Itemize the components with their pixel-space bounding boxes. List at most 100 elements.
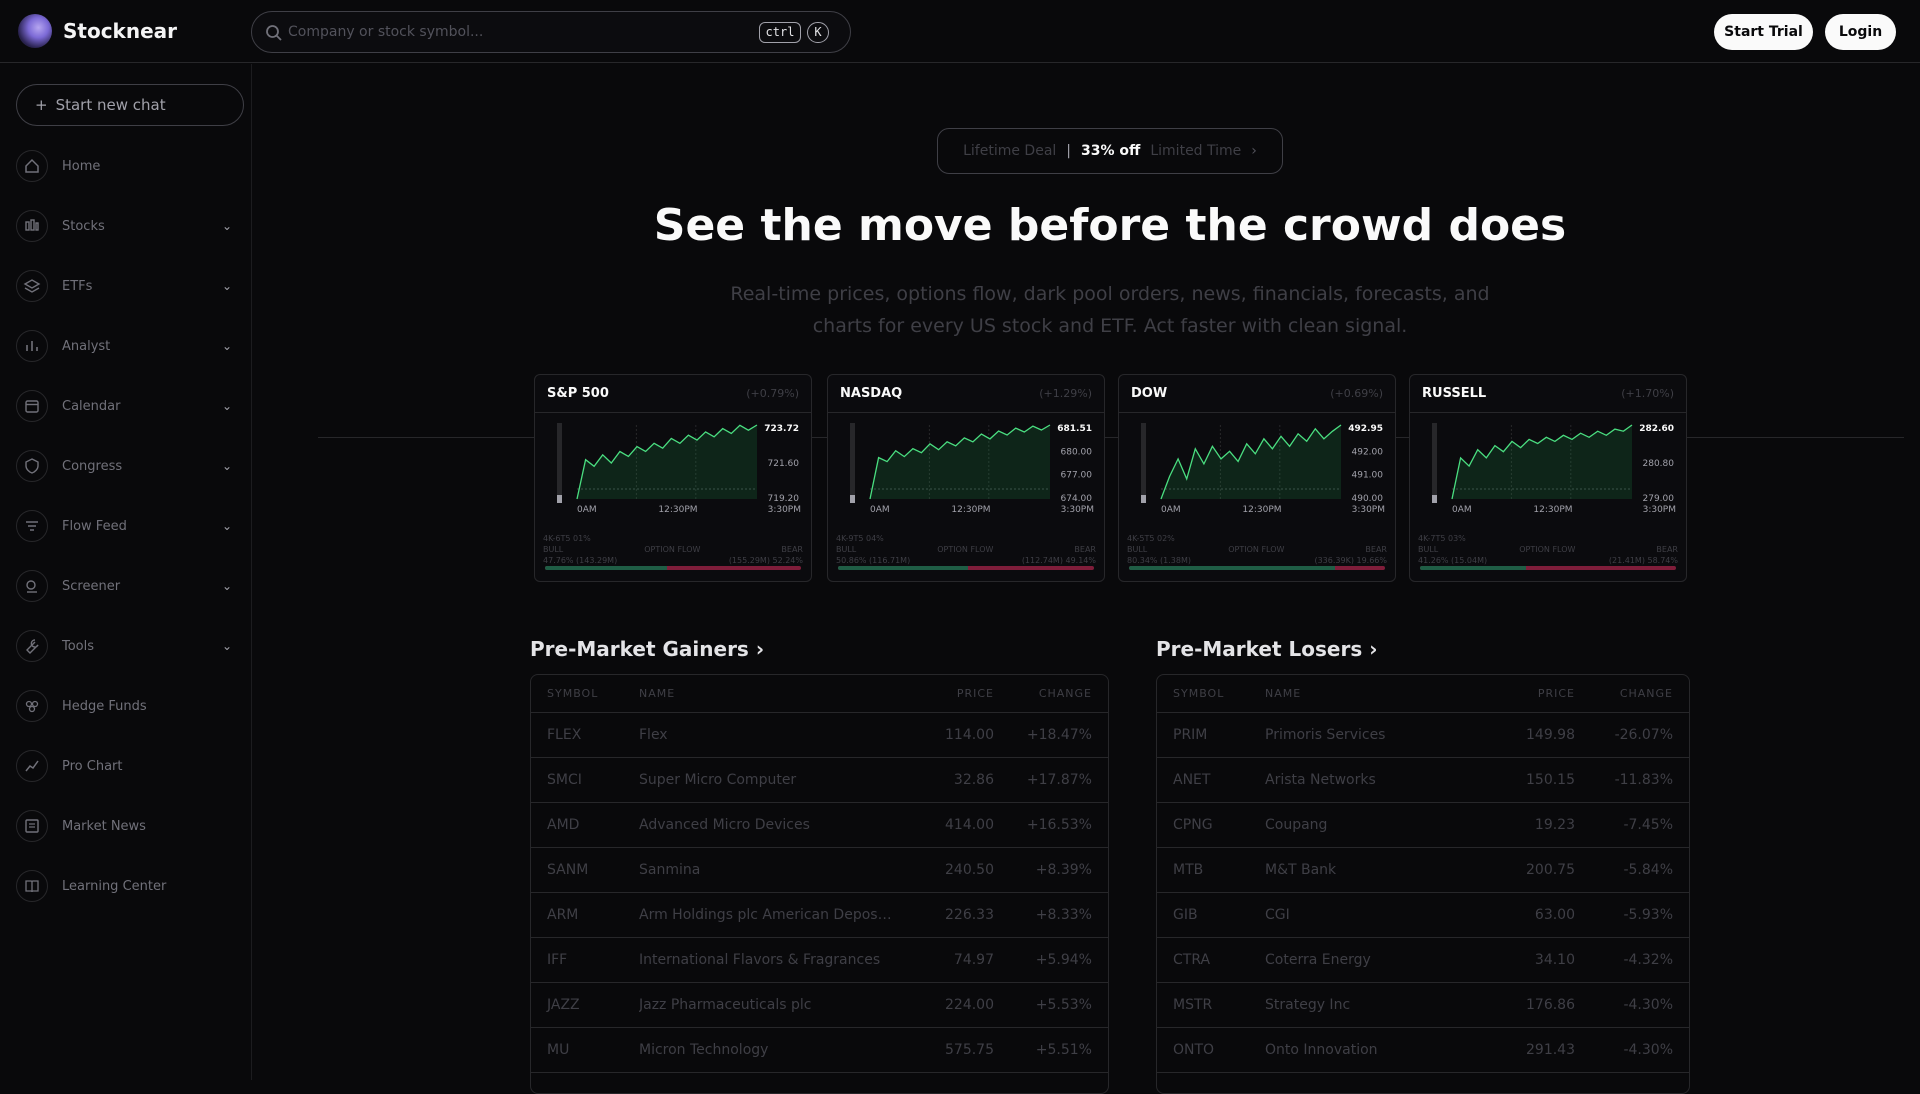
table-row[interactable]: IFF International Flavors & Fragrances 74.… [531, 938, 1108, 983]
table-row[interactable]: ARM Arm Holdings plc American Depositary … [531, 893, 1108, 938]
table-row[interactable]: MTB M&T Bank 200.75 -5.84% [1157, 848, 1689, 893]
sidebar-item-etfs[interactable]: ETFs ⌄ [16, 266, 238, 306]
sidebar-item-stocks[interactable]: Stocks ⌄ [16, 206, 238, 246]
sidebar-item-screener[interactable]: Screener ⌄ [16, 566, 238, 606]
chevron-down-icon[interactable]: ⌄ [221, 339, 232, 353]
y-tick-label: 492.95 [1348, 424, 1383, 434]
bull-label: BULL [543, 545, 564, 554]
col-price[interactable]: PRICE [956, 687, 994, 700]
start-new-chat-button[interactable]: + Start new chat [16, 84, 244, 126]
col-symbol[interactable]: SYMBOL [1173, 687, 1225, 700]
sidebar-item-learning-center[interactable]: Learning Center [16, 866, 238, 906]
table-row[interactable]: CTRA Coterra Energy 34.10 -4.32% [1157, 938, 1689, 983]
table-row[interactable]: MSTR Strategy Inc 176.86 -4.30% [1157, 983, 1689, 1028]
symbol-cell[interactable]: ARM [547, 907, 579, 923]
symbol-cell[interactable]: GIB [1173, 907, 1198, 923]
table-row[interactable]: SMCI Super Micro Computer 32.86 +17.87% [531, 758, 1108, 803]
x-tick-label: 12:30PM [658, 505, 697, 515]
index-card-dow[interactable]: DOW (+0.69%) 492.95 492.00 491.00 490.00 0AM 12… [1118, 374, 1396, 582]
symbol-cell[interactable]: ONTO [1173, 1042, 1215, 1058]
index-name: S&P 500 [547, 386, 609, 401]
col-change[interactable]: CHANGE [1619, 687, 1673, 700]
gainers-title[interactable]: Pre-Market Gainers › [530, 637, 764, 661]
index-card-russell[interactable]: RUSSELL (+1.70%) 282.60 280.80 279.00 0AM 12:3… [1409, 374, 1687, 582]
index-card-s-p-500[interactable]: S&P 500 (+0.79%) 723.72 721.60 719.20 0AM 12:3… [534, 374, 812, 582]
symbol-cell[interactable]: CPNG [1173, 817, 1213, 833]
bear-value: (21.41M) 58.74% [1608, 556, 1678, 565]
table-row[interactable]: GIB CGI 63.00 -5.93% [1157, 893, 1689, 938]
symbol-cell[interactable]: FLEX [547, 727, 582, 743]
table-row[interactable]: CPNG Coupang 19.23 -7.45% [1157, 803, 1689, 848]
option-flow-label: OPTION FLOW [644, 545, 701, 554]
login-button[interactable]: Login [1825, 14, 1896, 50]
chevron-down-icon[interactable]: ⌄ [221, 639, 232, 653]
sidebar-item-analyst[interactable]: Analyst ⌄ [16, 326, 238, 366]
index-card-nasdaq[interactable]: NASDAQ (+1.29%) 681.51 680.00 677.00 674.00 0A… [827, 374, 1105, 582]
sidebar-item-flow-feed[interactable]: Flow Feed ⌄ [16, 506, 238, 546]
table-row[interactable]: ANET Arista Networks 150.15 -11.83% [1157, 758, 1689, 803]
brand-name[interactable]: Stocknear [63, 19, 178, 43]
chevron-down-icon[interactable]: ⌄ [221, 399, 232, 413]
sidebar-item-calendar[interactable]: Calendar ⌄ [16, 386, 238, 426]
sidebar-item-congress[interactable]: Congress ⌄ [16, 446, 238, 486]
search-input[interactable] [288, 22, 688, 42]
logo-icon[interactable] [18, 14, 52, 48]
chevron-down-icon[interactable]: ⌄ [221, 279, 232, 293]
chevron-down-icon[interactable]: ⌄ [221, 459, 232, 473]
y-tick-label: 721.60 [768, 459, 800, 469]
table-row[interactable]: JAZZ Jazz Pharmaceuticals plc 224.00 +5.53% [531, 983, 1108, 1028]
symbol-cell[interactable]: JAZZ [547, 997, 580, 1013]
symbol-cell[interactable]: IFF [547, 952, 568, 968]
col-name[interactable]: NAME [1265, 687, 1302, 700]
index-sparkline: 492.95 492.00 491.00 490.00 0AM 12:30PM 3:30PM [1141, 423, 1385, 515]
chevron-down-icon[interactable]: ⌄ [221, 579, 232, 593]
symbol-cell[interactable]: MU [547, 1042, 570, 1058]
col-name[interactable]: NAME [639, 687, 676, 700]
sidebar-item-pro-chart[interactable]: Pro Chart [16, 746, 238, 786]
sidebar-item-tools[interactable]: Tools ⌄ [16, 626, 238, 666]
gainers-table: SYMBOL NAME PRICE CHANGE FLEX Flex 114.00 +18.4… [530, 674, 1109, 1094]
col-change[interactable]: CHANGE [1038, 687, 1092, 700]
sidebar-item-home[interactable]: Home [16, 146, 238, 186]
bull-value: 50.86% (116.71M) [836, 556, 911, 565]
col-symbol[interactable]: SYMBOL [547, 687, 599, 700]
symbol-cell[interactable]: MSTR [1173, 997, 1213, 1013]
index-sparkline: 282.60 280.80 279.00 0AM 12:30PM 3:30PM [1432, 423, 1676, 515]
table-row[interactable]: ONTO Onto Innovation 291.43 -4.30% [1157, 1028, 1689, 1073]
option-flow-label: OPTION FLOW [937, 545, 994, 554]
chevron-down-icon[interactable]: ⌄ [221, 219, 232, 233]
table-row[interactable]: PRIM Primoris Services 149.98 -26.07% [1157, 713, 1689, 758]
hero-title: See the move before the crowd does [653, 200, 1567, 251]
symbol-cell[interactable]: MTB [1173, 862, 1204, 878]
index-card-header: DOW (+0.69%) [1119, 375, 1395, 413]
price-line [1451, 424, 1633, 500]
symbol-cell[interactable]: AMD [547, 817, 580, 833]
table-row[interactable]: AMD Advanced Micro Devices 414.00 +16.53% [531, 803, 1108, 848]
sidebar-item-hedge-funds[interactable]: Hedge Funds [16, 686, 238, 726]
chevron-down-icon[interactable]: ⌄ [221, 519, 232, 533]
symbol-cell[interactable]: CTRA [1173, 952, 1211, 968]
table-row[interactable]: SANM Sanmina 240.50 +8.39% [531, 848, 1108, 893]
y-tick-label: 677.00 [1061, 471, 1093, 481]
volume-fill [1432, 495, 1437, 503]
symbol-cell[interactable]: SMCI [547, 772, 582, 788]
symbol-cell[interactable]: ANET [1173, 772, 1211, 788]
losers-title[interactable]: Pre-Market Losers › [1156, 637, 1377, 661]
table-row[interactable]: MU Micron Technology 575.75 +5.51% [531, 1028, 1108, 1073]
sidebar-item-label: Hedge Funds [62, 698, 147, 714]
volume-fill [1141, 495, 1146, 503]
sidebar-item-market-news[interactable]: Market News [16, 806, 238, 846]
option-flow: 4K-5T5 02% BULL OPTION FLOW BEAR 80.34% (1.3… [1127, 533, 1387, 566]
lifetime-deal-banner[interactable]: Lifetime Deal | 33% off Limited Time › [937, 128, 1283, 174]
symbol-cell[interactable]: PRIM [1173, 727, 1208, 743]
change-cell: -4.30% [1623, 1042, 1673, 1058]
start-trial-button[interactable]: Start Trial [1714, 14, 1813, 50]
col-price[interactable]: PRICE [1537, 687, 1575, 700]
table-row[interactable]: FLEX Flex 114.00 +18.47% [531, 713, 1108, 758]
change-cell: -5.84% [1623, 862, 1673, 878]
search-bar[interactable]: ctrl K [251, 11, 851, 53]
symbol-cell[interactable]: SANM [547, 862, 589, 878]
price-line [869, 424, 1051, 500]
index-change: (+0.79%) [746, 387, 799, 400]
option-flow: 4K-6T5 01% BULL OPTION FLOW BEAR 47.76% (143… [543, 533, 803, 566]
